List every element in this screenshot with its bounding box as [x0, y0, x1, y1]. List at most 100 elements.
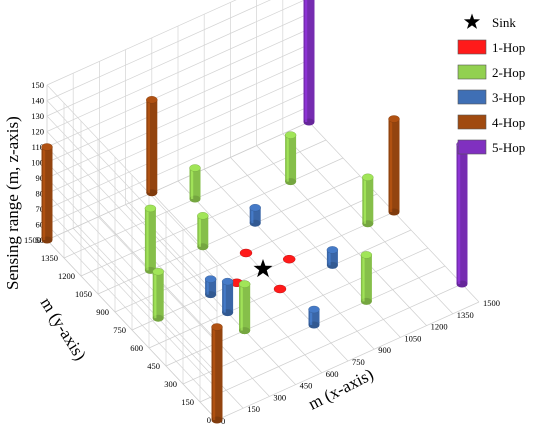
- bar-highlight: [206, 279, 209, 295]
- bar-2-hop: [197, 212, 209, 251]
- bar-cap: [211, 323, 223, 331]
- wall-gridline: [46, 208, 218, 390]
- x-tick-label: 1350: [457, 310, 474, 320]
- x-tick-label: 300: [273, 392, 286, 402]
- z-tick-label: 100: [31, 158, 44, 168]
- bar-body: [239, 284, 251, 331]
- bar-3-hop: [204, 275, 217, 299]
- z-tick-label: 130: [31, 111, 44, 121]
- x-tick-label: 150: [247, 404, 260, 414]
- floor-gridline: [97, 175, 361, 295]
- floor-gridline: [256, 145, 427, 326]
- z-tick-label: 50: [36, 235, 45, 245]
- x-axis-label: m (x-axis): [305, 365, 376, 414]
- y-tick-label: 1350: [41, 253, 58, 263]
- bar-body: [360, 254, 372, 302]
- legend-item-sink: Sink: [463, 13, 516, 30]
- legend-item-5-hop: 5-Hop: [457, 139, 525, 155]
- wall-gridline: [46, 106, 310, 225]
- bar-5-hop: [456, 140, 468, 288]
- legend-item-1-hop: 1-Hop: [457, 39, 525, 55]
- wall-gridline: [46, 193, 218, 374]
- legend-swatch: [457, 139, 487, 155]
- bar-3-hop: [326, 246, 339, 269]
- bar-body: [388, 119, 400, 212]
- legend-label: 4-Hop: [492, 115, 525, 130]
- bar-highlight: [363, 177, 366, 224]
- bar-body: [222, 281, 234, 313]
- x-tick-label: 1050: [404, 333, 421, 343]
- bar-cap: [273, 284, 287, 294]
- wall-gridline: [46, 224, 218, 405]
- wall-gridline: [46, 177, 218, 359]
- bar-cap: [362, 173, 374, 182]
- bar-body: [211, 327, 223, 420]
- wall-gridline: [46, 0, 271, 101]
- legend-swatch: [457, 89, 487, 105]
- bar-body: [362, 177, 374, 224]
- wall-gridline: [46, 84, 218, 266]
- wall-gridline: [46, 146, 218, 328]
- legend-item-4-hop: 4-Hop: [457, 114, 525, 130]
- y-axis-label: m (y-axis): [37, 294, 90, 364]
- z-tick-label: 110: [32, 142, 44, 152]
- bar-body: [197, 215, 209, 247]
- bar-body: [144, 208, 156, 271]
- bar-highlight: [328, 249, 331, 266]
- y-tick-label: 900: [96, 307, 109, 317]
- bar-3-hop: [249, 203, 261, 227]
- legend-label: 1-Hop: [492, 40, 525, 55]
- legend-swatch: [457, 114, 487, 130]
- wall-gridline: [46, 0, 237, 86]
- legend-item-2-hop: 2-Hop: [457, 64, 525, 80]
- bar-highlight: [362, 254, 365, 302]
- y-tick-label: 750: [113, 325, 126, 335]
- bar-4-hop: [146, 96, 158, 197]
- floor-gridline: [80, 157, 344, 277]
- z-tick-label: 90: [36, 173, 45, 183]
- legend-swatch: [457, 64, 487, 80]
- y-tick-label: 150: [181, 397, 194, 407]
- bar-highlight: [147, 99, 150, 193]
- bar-2-hop: [238, 280, 251, 335]
- bar-body: [326, 249, 338, 266]
- bar-highlight: [390, 119, 393, 212]
- bar-highlight: [286, 135, 289, 182]
- bar-2-hop: [144, 204, 157, 274]
- bar-highlight: [146, 208, 149, 271]
- x-tick-label: 450: [300, 381, 313, 391]
- y-tick-label: 1500: [24, 235, 41, 245]
- bar-cap: [189, 164, 201, 172]
- bar-highlight: [154, 271, 157, 319]
- x-tick-label: 600: [326, 369, 339, 379]
- bar-cap: [197, 212, 209, 220]
- bar-cap: [308, 305, 320, 314]
- wall-gridline: [46, 13, 310, 132]
- bar-1-hop: [273, 284, 287, 294]
- y-tick-label: 0: [207, 415, 211, 425]
- z-axis-label: Sensing range (m, z-axis): [3, 116, 22, 290]
- x-tick-label: 900: [378, 345, 391, 355]
- bar-highlight: [198, 215, 201, 247]
- bar-highlight: [240, 284, 243, 331]
- y-tick-label: 450: [147, 361, 160, 371]
- z-tick-label: 70: [36, 204, 45, 214]
- z-tick-label: 150: [31, 80, 44, 90]
- wall-gridline: [46, 0, 306, 117]
- bar-cap: [41, 143, 53, 151]
- bar-body: [249, 207, 261, 224]
- bar-highlight: [251, 207, 254, 224]
- bar-cap: [326, 246, 339, 254]
- bar-cap: [204, 275, 217, 283]
- wall-gridline: [46, 115, 218, 297]
- bar-body: [41, 147, 53, 240]
- wall-gridline: [46, 44, 310, 163]
- bar-highlight: [458, 144, 461, 284]
- bar-body: [456, 144, 468, 284]
- z-tick-label: 60: [36, 220, 45, 230]
- bar-1-hop: [282, 254, 296, 264]
- y-tick-label: 1050: [75, 289, 92, 299]
- legend-label: 3-Hop: [492, 90, 525, 105]
- bar-4-hop: [211, 323, 223, 424]
